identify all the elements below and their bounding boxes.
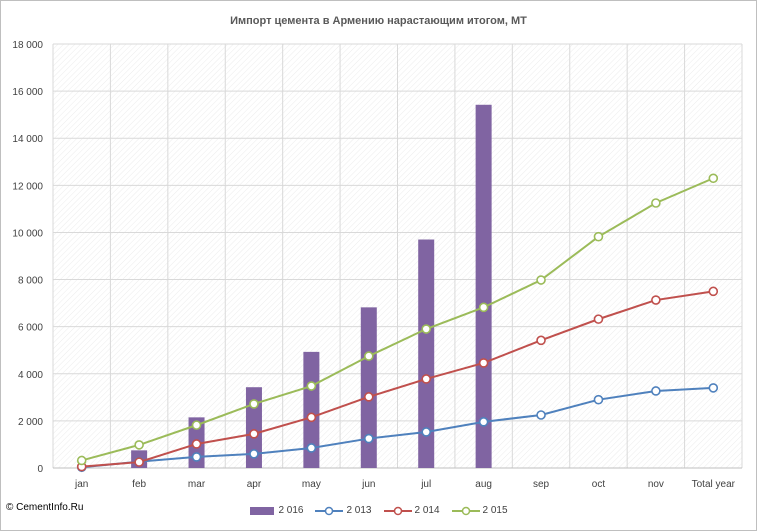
series-point xyxy=(478,417,489,427)
series-point xyxy=(651,198,661,208)
series-point xyxy=(478,302,489,313)
series-point xyxy=(421,374,432,384)
series-point xyxy=(249,399,259,409)
x-tick-label: nov xyxy=(648,479,664,490)
series-point xyxy=(191,420,202,430)
series-point xyxy=(708,173,719,184)
series-point xyxy=(134,440,144,450)
series-line xyxy=(81,177,714,462)
x-tick-label: sep xyxy=(533,479,550,490)
y-tick-label: 2 000 xyxy=(18,417,43,428)
bar xyxy=(475,104,492,469)
x-tick-label: Total year xyxy=(692,479,736,490)
series-point xyxy=(421,324,432,334)
legend-label: 2 016 xyxy=(278,505,304,516)
legend-item: 2 015 xyxy=(451,505,508,516)
bar xyxy=(418,239,435,468)
legend-label: 2 013 xyxy=(346,505,372,516)
chart-title: Импорт цемента в Армению нарастающим ито… xyxy=(230,15,527,27)
y-tick-label: 18 000 xyxy=(12,40,43,51)
series-point xyxy=(306,412,317,423)
series-point xyxy=(134,457,144,467)
series-point xyxy=(363,351,374,361)
x-tick-label: jan xyxy=(74,479,88,490)
y-tick-label: 0 xyxy=(37,464,43,475)
legend-item: 2 014 xyxy=(383,505,440,516)
series-point xyxy=(651,295,661,305)
x-tick-label: apr xyxy=(247,479,262,490)
legend-line-swatch xyxy=(315,506,344,515)
series-line xyxy=(81,290,714,468)
series-point xyxy=(191,439,202,449)
series-point xyxy=(593,231,604,242)
x-tick-label: jun xyxy=(361,479,375,490)
y-tick-label: 12 000 xyxy=(12,181,43,192)
copyright-text: © CementInfo.Ru xyxy=(6,502,84,513)
legend-line-swatch xyxy=(451,506,480,515)
series-point xyxy=(421,427,432,437)
legend-label: 2 014 xyxy=(414,505,440,516)
series-point xyxy=(651,386,661,396)
series-point xyxy=(191,452,202,462)
y-tick-label: 16 000 xyxy=(12,87,43,98)
x-tick-label: may xyxy=(302,479,321,490)
x-tick-label: mar xyxy=(188,479,206,490)
series-point xyxy=(593,394,604,405)
series-point xyxy=(249,449,259,459)
y-tick-label: 6 000 xyxy=(18,323,43,334)
legend-item: 2 016 xyxy=(249,505,303,516)
y-tick-label: 4 000 xyxy=(18,370,43,381)
series-point xyxy=(363,433,374,444)
series-point xyxy=(536,410,546,420)
legend-item: 2 013 xyxy=(315,505,372,516)
x-tick-label: feb xyxy=(132,479,146,490)
legend-line-swatch xyxy=(383,506,412,515)
series-point xyxy=(478,358,489,368)
bar xyxy=(303,351,320,468)
x-tick-label: oct xyxy=(592,479,606,490)
legend-bar-swatch xyxy=(250,506,275,515)
x-tick-label: jul xyxy=(420,479,431,490)
legend: 2 016 2 013 2 014 2 015 xyxy=(0,505,757,516)
series-point xyxy=(306,381,317,391)
y-tick-label: 14 000 xyxy=(12,134,43,145)
series-line xyxy=(81,386,714,469)
series-point xyxy=(536,335,546,346)
series-point xyxy=(708,383,719,393)
series-point xyxy=(536,275,546,285)
bar xyxy=(245,387,262,468)
bar xyxy=(360,307,377,468)
y-tick-label: 8 000 xyxy=(18,276,43,287)
series-point xyxy=(76,455,87,466)
series-point xyxy=(306,443,317,453)
legend-label: 2 015 xyxy=(482,505,508,516)
series-point xyxy=(593,314,604,324)
series-point xyxy=(249,429,259,439)
x-tick-label: aug xyxy=(475,479,492,490)
series-point xyxy=(708,286,719,297)
y-tick-label: 10 000 xyxy=(12,228,43,239)
series-point xyxy=(363,392,374,402)
